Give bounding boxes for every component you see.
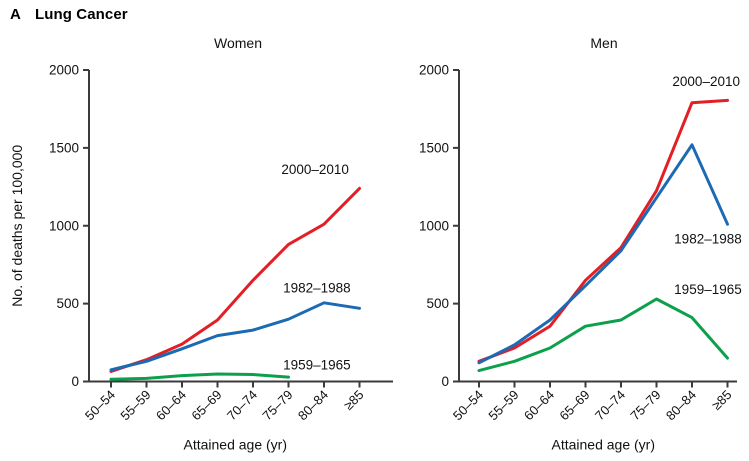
panel-letter: A xyxy=(10,6,21,23)
series-label-2000–2010: 2000–2010 xyxy=(672,74,740,89)
x-tick-label: 75–79 xyxy=(259,387,295,423)
y-tick-label: 1000 xyxy=(419,218,449,233)
figure-title: A Lung Cancer xyxy=(10,6,128,23)
panel-title: Women xyxy=(214,35,262,51)
x-tick-label: 65–69 xyxy=(556,387,592,423)
x-tick-label: 80–84 xyxy=(663,387,699,423)
x-tick-label: 50–54 xyxy=(450,387,486,423)
x-tick-label: 60–64 xyxy=(153,387,189,423)
series-line-1982–1988 xyxy=(477,143,729,365)
series-line-2000–2010 xyxy=(477,98,729,363)
x-tick-label: 65–69 xyxy=(188,387,224,423)
x-axis-title: Attained age (yr) xyxy=(184,437,288,453)
series-label-1982–1988: 1982–1988 xyxy=(674,231,742,246)
series-line-1959–1965 xyxy=(109,372,290,381)
series-label-1959–1965: 1959–1965 xyxy=(283,358,351,373)
x-tick-label: 55–59 xyxy=(485,387,521,423)
chart-panel-women: Women 0 500 1000 1500 2000 50–54 55–59 60–64 65–6… xyxy=(9,35,393,453)
x-tick-label: 80–84 xyxy=(295,387,331,423)
y-tick-label: 2000 xyxy=(419,63,449,78)
y-tick-label: 1500 xyxy=(419,140,449,155)
series-line-1982–1988 xyxy=(109,301,361,372)
series-line-2000–2010 xyxy=(109,186,361,373)
y-tick-label: 500 xyxy=(56,296,79,311)
x-tick-label: 70–74 xyxy=(224,387,260,423)
x-tick-label: 75–79 xyxy=(627,387,663,423)
y-tick-label: 500 xyxy=(426,296,449,311)
y-tick-label: 1500 xyxy=(49,140,79,155)
x-tick-label: 50–54 xyxy=(82,387,118,423)
series-label-1959–1965: 1959–1965 xyxy=(674,282,742,297)
series-label-1982–1988: 1982–1988 xyxy=(283,281,351,296)
series-line-1959–1965 xyxy=(477,297,729,373)
y-tick-label: 1000 xyxy=(49,218,79,233)
series-label-2000–2010: 2000–2010 xyxy=(281,162,349,177)
x-tick-label: 60–64 xyxy=(521,387,557,423)
x-tick-label: 70–74 xyxy=(592,387,628,423)
panel-title: Men xyxy=(590,35,617,51)
y-axis-title: No. of deaths per 100,000 xyxy=(9,145,25,307)
y-tick-label: 0 xyxy=(71,374,79,389)
x-tick-label: ≥85 xyxy=(709,387,735,413)
x-tick-label: 55–59 xyxy=(117,387,153,423)
x-tick-label: ≥85 xyxy=(341,387,367,413)
figure-title-text: Lung Cancer xyxy=(34,6,128,23)
x-axis-title: Attained age (yr) xyxy=(552,437,656,453)
y-tick-label: 0 xyxy=(441,374,449,389)
y-tick-label: 2000 xyxy=(49,63,79,78)
